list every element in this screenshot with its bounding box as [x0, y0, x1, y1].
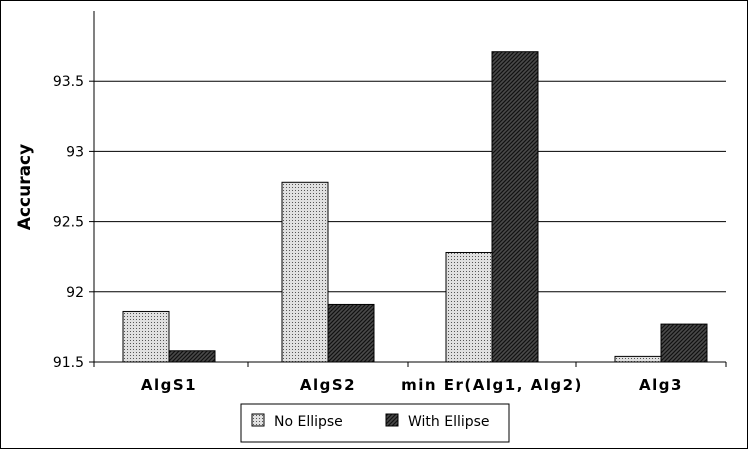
- y-tick-label: 92.5: [53, 215, 84, 231]
- legend-swatch-no-ellipse: [251, 413, 265, 427]
- bar-with-ellipse: [660, 323, 708, 363]
- y-tick-label: 91.5: [53, 355, 84, 371]
- gridlines: [94, 80, 726, 293]
- legend: No Ellipse With Ellipse: [240, 403, 510, 443]
- axes: [89, 11, 727, 367]
- bars: [122, 51, 708, 363]
- legend-swatch-with-ellipse: [385, 413, 399, 427]
- legend-box: [240, 403, 510, 443]
- bar-no-ellipse: [281, 181, 329, 363]
- legend-label-no-ellipse: No Ellipse: [274, 414, 343, 430]
- x-category-label: AlgS2: [300, 376, 356, 394]
- x-category-label: min Er(Alg1, Alg2): [401, 376, 583, 394]
- y-tick-label: 93.5: [53, 74, 84, 90]
- bar-no-ellipse: [445, 251, 493, 363]
- y-tick-label: 93: [66, 144, 84, 160]
- bar-no-ellipse: [614, 355, 662, 363]
- labels: 91.5 92 92.5 93 93.5 AlgS1 AlgS2 min Er(Alg1, A…: [53, 74, 683, 394]
- bar-no-ellipse: [122, 310, 170, 363]
- y-axis-title: Accuracy: [15, 144, 35, 230]
- y-tick-label: 92: [66, 285, 84, 301]
- x-category-label: Alg3: [639, 376, 683, 394]
- x-category-label: AlgS1: [141, 376, 197, 394]
- bar-with-ellipse: [168, 350, 216, 363]
- legend-label-with-ellipse: With Ellipse: [408, 414, 490, 430]
- bar-with-ellipse: [327, 303, 375, 363]
- bar-with-ellipse: [491, 51, 539, 363]
